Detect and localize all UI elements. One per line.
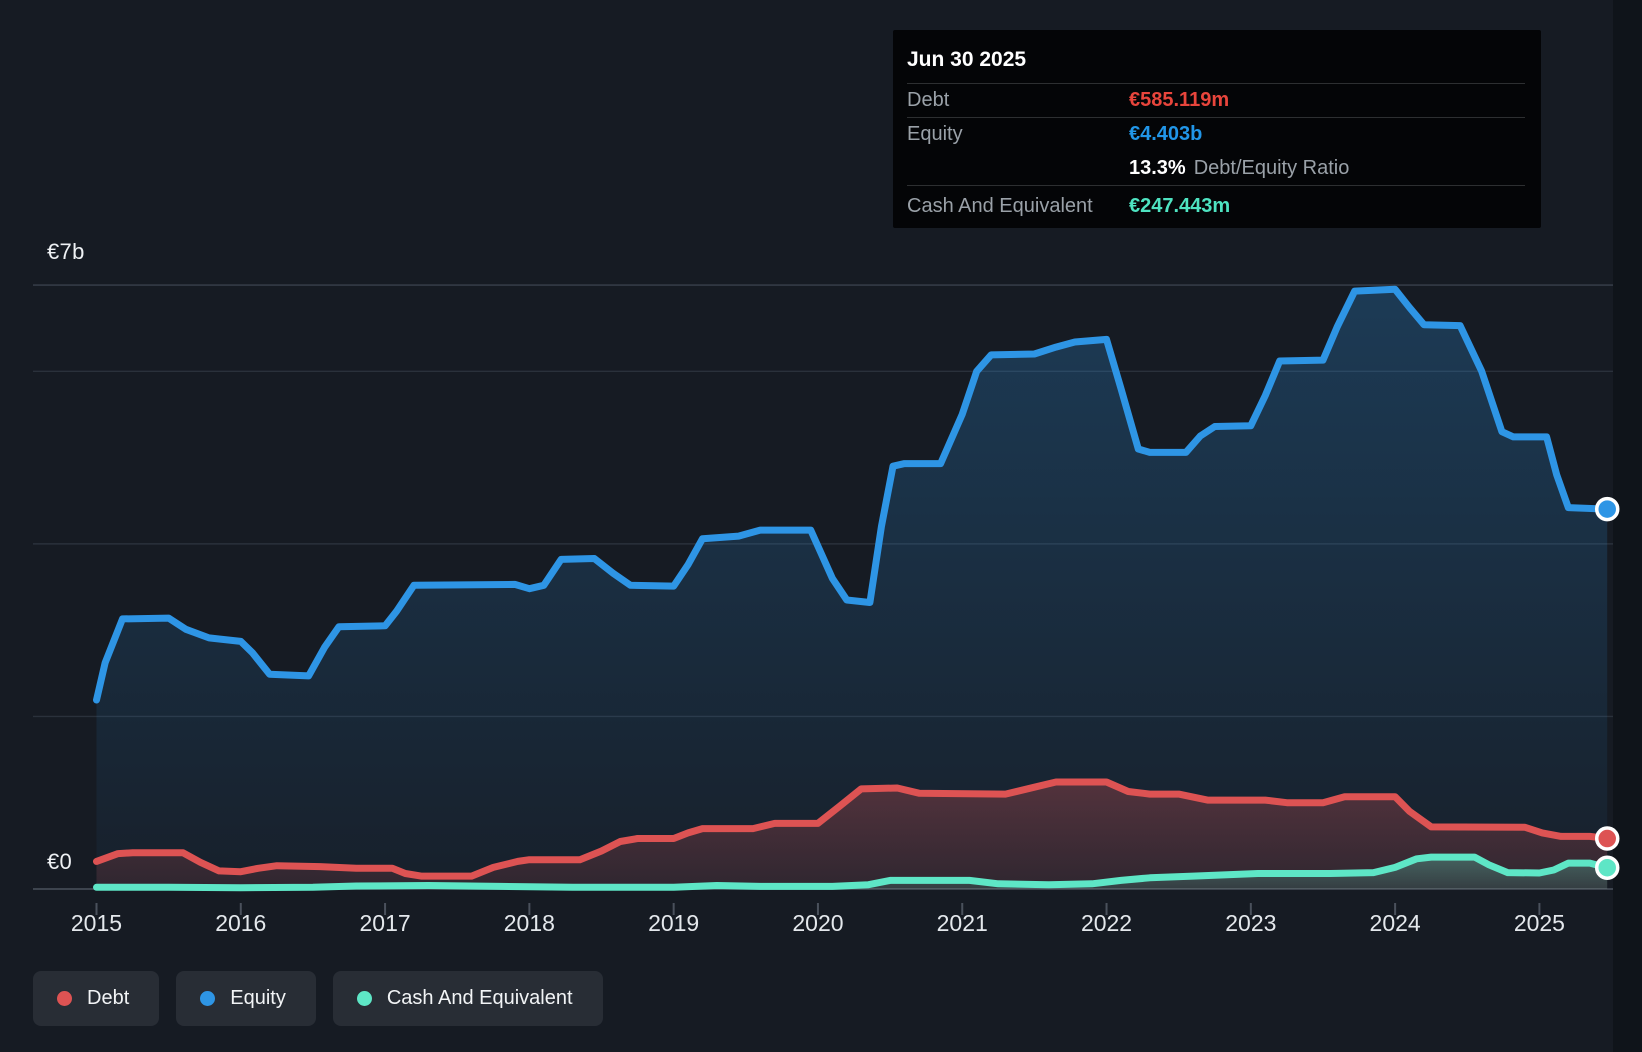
tooltip-row-debt: Debt €585.119m: [907, 84, 1525, 118]
tooltip-date: Jun 30 2025: [907, 36, 1525, 84]
legend-debt-label: Debt: [87, 987, 129, 1010]
tooltip-debt-value: €585.119m: [1129, 89, 1229, 112]
debt-equity-chart-page: 2015 2016 2017 2018 2019 2020 2021 2022 2023 2024…: [0, 0, 1642, 1052]
y-axis-label-7b: €7b: [47, 239, 85, 265]
legend-item-cash[interactable]: Cash And Equivalent: [333, 971, 603, 1026]
debt-end-marker[interactable]: [1597, 828, 1618, 849]
tooltip-ratio-label: Debt/Equity Ratio: [1194, 157, 1350, 180]
tooltip-row-equity: Equity €4.403b: [907, 118, 1525, 151]
y-axis-label-0: €0: [47, 849, 72, 875]
x-axis-label-2025: 2025: [1514, 910, 1565, 936]
x-axis-label-2019: 2019: [648, 910, 699, 936]
chart-legend: Debt Equity Cash And Equivalent: [33, 971, 603, 1026]
legend-item-equity[interactable]: Equity: [176, 971, 316, 1026]
tooltip-equity-label: Equity: [907, 123, 1129, 146]
cash-dot-icon: [357, 991, 372, 1006]
x-axis-label-2024: 2024: [1370, 910, 1421, 936]
tooltip-cash-label: Cash And Equivalent: [907, 195, 1129, 218]
tooltip-debt-label: Debt: [907, 89, 1129, 112]
tooltip-row-cash: Cash And Equivalent €247.443m: [907, 186, 1525, 226]
x-axis-label-2017: 2017: [359, 910, 410, 936]
x-axis-label-2018: 2018: [504, 910, 555, 936]
legend-equity-label: Equity: [230, 987, 286, 1010]
tooltip-cash-value: €247.443m: [1129, 195, 1230, 218]
tooltip-ratio-value: 13.3%: [1129, 157, 1186, 180]
equity-end-marker[interactable]: [1597, 499, 1618, 520]
chart-tooltip: Jun 30 2025 Debt €585.119m Equity €4.403…: [893, 30, 1541, 228]
tooltip-equity-value: €4.403b: [1129, 123, 1202, 146]
legend-cash-label: Cash And Equivalent: [387, 987, 573, 1010]
cash-and-equivalent-end-marker[interactable]: [1597, 857, 1618, 878]
equity-dot-icon: [200, 991, 215, 1006]
plot-right-band: [1613, 0, 1642, 1052]
x-axis-label-2015: 2015: [71, 910, 122, 936]
x-axis-label-2016: 2016: [215, 910, 266, 936]
legend-item-debt[interactable]: Debt: [33, 971, 159, 1026]
debt-dot-icon: [57, 991, 72, 1006]
x-axis-label-2023: 2023: [1225, 910, 1276, 936]
x-axis-label-2021: 2021: [937, 910, 988, 936]
x-axis-label-2022: 2022: [1081, 910, 1132, 936]
tooltip-row-ratio: 13.3% Debt/Equity Ratio: [907, 151, 1525, 186]
x-axis-label-2020: 2020: [792, 910, 843, 936]
